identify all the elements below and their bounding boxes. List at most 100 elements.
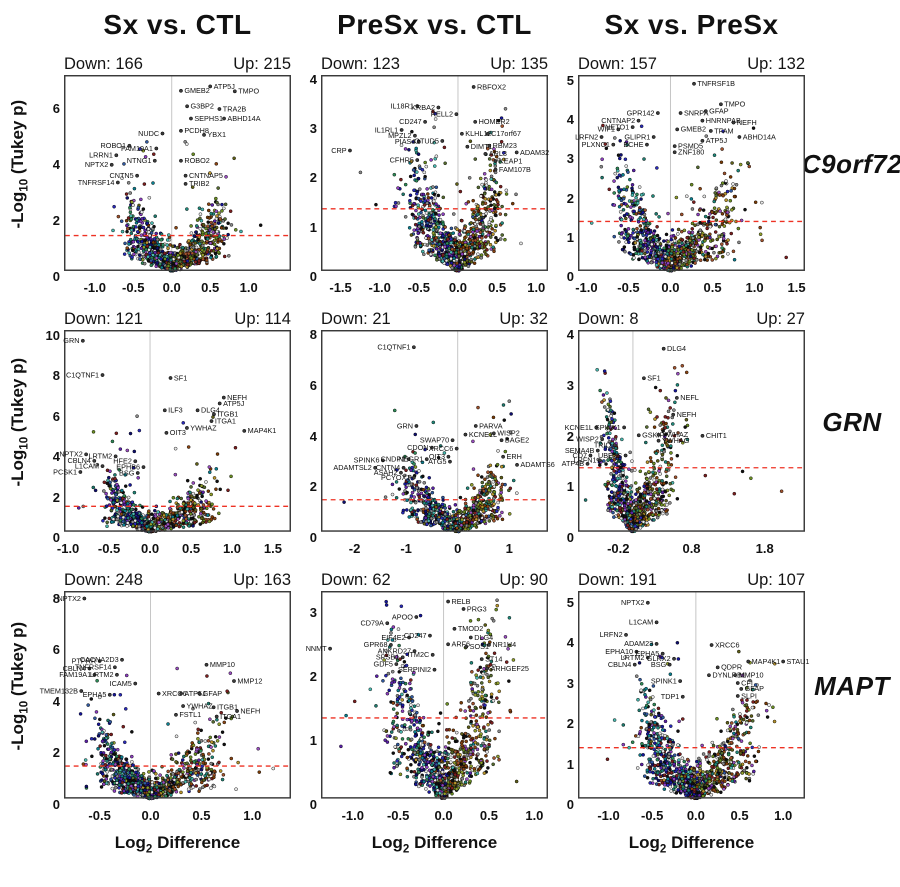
gene-label: PRG3 [467, 604, 487, 613]
column-titles-row: Sx vs. CTL PreSx vs. CTL Sx vs. PreSx [4, 4, 900, 46]
up-count: Up: 32 [499, 310, 548, 328]
y-tick-label: 4 [52, 449, 60, 465]
gene-label: ADAM32 [520, 148, 549, 157]
gene-label: L1CAM [629, 618, 653, 627]
gene-label: GPR142 [627, 108, 655, 117]
down-count: Down: 8 [578, 310, 639, 328]
y-tick-label: 0 [566, 797, 574, 812]
y-tick-label: 0 [309, 797, 317, 812]
gene-label: SERPINI2 [398, 665, 431, 674]
x-tick-label: -1.0 [597, 808, 620, 823]
y-axis-label-sub: 10 [18, 179, 31, 193]
gene-label: TMEM132B [40, 686, 79, 695]
gene-label: YWHAZ [186, 701, 213, 710]
gene-label: ITGA1 [220, 712, 241, 721]
gene-label: GMEB2 [184, 86, 209, 95]
up-count: Up: 114 [234, 310, 291, 328]
y-tick-label: 4 [52, 693, 60, 709]
row-c9orf72: -Log10 (Tukey p) Down: 166 Up: 215 GMEB2 AT… [4, 52, 900, 295]
up-count: Up: 90 [499, 571, 548, 589]
up-count: Up: 132 [747, 55, 805, 73]
gene-label: OIT3 [170, 428, 186, 437]
gene-label: CDON [407, 443, 428, 452]
y-tick-label: 8 [309, 327, 317, 343]
gene-label: NPTX2 [59, 450, 82, 459]
gene-label: IL18R1 [390, 101, 413, 110]
down-count: Down: 123 [321, 55, 400, 73]
y-tick-label: 6 [52, 100, 60, 116]
gene-label: WISP2 [497, 429, 520, 438]
plot-area: GMEB2 ATP5J TMPO G3BP2 TRA2B SEPHS1 ABHD14A NUD… [53, 75, 291, 295]
x-tick-label: -1.0 [341, 808, 364, 823]
x-tick-label: 0.0 [434, 808, 453, 823]
gene-label: LRTM2 [90, 670, 114, 679]
gene-label: NEFH [737, 118, 757, 127]
y-tick-label: 2 [309, 479, 317, 495]
gene-label: ROBO1 [101, 141, 126, 150]
y-tick-label: 0 [309, 269, 317, 284]
gene-label: GFAP [745, 684, 765, 693]
x-tick-label: -0.5 [97, 541, 121, 556]
x-axis-label-sub: 2 [659, 843, 667, 856]
gene-label: ADAMTSL2 [333, 463, 371, 472]
gene-label: CACNA2D3 [80, 655, 119, 664]
gene-label: FAM19A1 [121, 144, 153, 153]
gene-label: CNTNAP2 [601, 116, 635, 125]
gene-label: BAGE2 [505, 436, 529, 445]
plot-area: TNFRSF1B TMPO GPR142 SNRPA GFAP CNTNAP2 HNRNPA… [567, 73, 806, 295]
x-axis-label-text: Difference [666, 833, 755, 852]
gene-label: CBLN4 [608, 660, 631, 669]
x-tick-label: -0.5 [407, 280, 431, 295]
volcano-scatter-svg: NPTX2 PTPRRCACNA2D3CBLN4TNFRSF14FAM19A1LR… [40, 591, 291, 801]
y-tick-label: 10 [45, 328, 60, 344]
x-tick-label: -0.5 [641, 808, 664, 823]
up-count: Up: 107 [747, 571, 805, 589]
y-axis-label-sub: 10 [18, 437, 31, 451]
gene-label: CD79A [360, 619, 384, 628]
panel-counts: Down: 21 Up: 32 [321, 307, 548, 329]
y-axis-label: -Log10 (Tukey p) [8, 358, 30, 487]
gene-label: NEFH [227, 393, 247, 402]
row-mapt: -Log10 (Tukey p) Down: 248 Up: 163 NPTX2 PT… [4, 568, 900, 823]
gene-label: LRTM2 [89, 452, 113, 461]
x-tick-label: 0.5 [730, 808, 749, 823]
gene-label: ICAM5 [110, 679, 132, 688]
gene-label: RBFOX2 [477, 82, 506, 91]
gene-label: ARL3 [489, 149, 507, 158]
gene-label: YWHAZ [662, 430, 689, 439]
x-tick-label: 0.5 [703, 280, 722, 295]
row-label-mapt: MAPT [814, 671, 890, 701]
gene-label: NEFL [680, 393, 699, 402]
gene-label: ASAH2 [374, 468, 398, 477]
up-count: Up: 135 [490, 55, 548, 73]
gene-label: PLXNC1 [582, 140, 610, 149]
column-title-sx-vs-ctl: Sx vs. CTL [103, 9, 252, 40]
x-tick-label: -1.0 [368, 280, 391, 295]
y-tick-label: 3 [309, 121, 317, 137]
x-tick-label: 0.0 [661, 280, 680, 295]
gene-label: NEFH [240, 706, 260, 715]
x-tick-label: 1.5 [263, 541, 283, 556]
gene-label: G3BP2 [191, 102, 214, 111]
x-tick-label: 0.0 [448, 280, 468, 295]
gene-label: DLG4 [667, 344, 686, 353]
gene-label: XRCC6 [162, 689, 187, 698]
plot-area: NPTX2 L1CAM LRFN2 ADAM23 XRCC6 EPHA10 EPHA5 LRT… [567, 591, 809, 823]
gene-label: GRN [63, 336, 79, 345]
x-axis-label-text: Log [114, 833, 146, 852]
x-tick-label: 1.0 [239, 280, 258, 295]
gene-label: EIF4E2 [381, 633, 405, 642]
x-tick-label: -0.5 [386, 808, 410, 823]
row-label-grn: GRN [822, 407, 882, 437]
gene-label: LRFN2 [600, 630, 623, 639]
gene-label: CBLN4 [63, 664, 86, 673]
gene-label: CFHR5 [390, 155, 414, 164]
gene-label: GSKIP [642, 431, 664, 440]
gene-label: L1CAM [75, 461, 99, 470]
gene-label: TRA2B [223, 104, 247, 113]
plot-area: RELB PRG3 APOO CD79A TMOD2 EIF4E2 CD247 DLG4 GPR… [306, 591, 548, 823]
x-tick-label: 1 [505, 541, 513, 556]
x-axis-label: Log2 Difference [295, 833, 548, 863]
gene-label: RBM23 [493, 141, 517, 150]
y-tick-label: 6 [309, 377, 317, 393]
